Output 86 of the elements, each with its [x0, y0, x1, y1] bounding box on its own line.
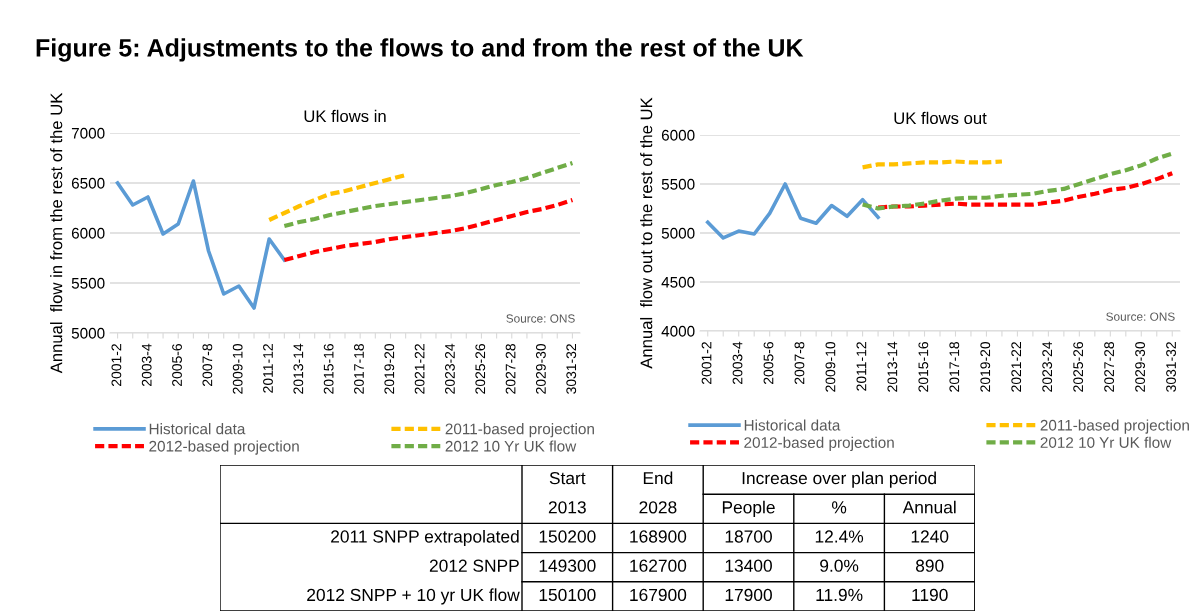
- text: 167900: [630, 588, 687, 602]
- text: 149300: [539, 559, 596, 572]
- text: 11.9%: [816, 588, 863, 602]
- x-tick-label: 2029-30: [1135, 341, 1146, 392]
- legend-label: Historical data: [744, 419, 841, 431]
- x-tick-label: 2001-2: [111, 344, 122, 386]
- x-tick-label: 2005-6: [172, 344, 182, 386]
- x-tick-label: 2011-12: [856, 342, 867, 391]
- category-label: Annual: [902, 500, 956, 514]
- category-label: End 2028: [639, 471, 677, 514]
- y-tick-label: 5000: [71, 327, 105, 339]
- y-tick-label: 4500: [661, 276, 695, 288]
- y-tick-label: 5000: [661, 227, 695, 239]
- text: 1190: [912, 588, 948, 602]
- caption: Figure 5: Adjustments to the flows to and from the rest of the UK: [36, 38, 804, 62]
- x-tick-label: 2017-18: [949, 342, 960, 392]
- x-tick-label: 2019-20: [384, 343, 395, 394]
- text: 18700: [725, 530, 772, 543]
- text: 12.4%: [815, 530, 864, 543]
- y-tick-label: 7000: [71, 127, 105, 139]
- category-label: 2011 SNPP extrapolated: [331, 529, 519, 547]
- x-tick-label: 2005-6: [763, 342, 774, 384]
- text: Increase over plan period: [742, 471, 936, 488]
- x-tick-label: 2021-22: [1011, 342, 1022, 392]
- y-tick-label: 5500: [661, 178, 695, 190]
- legend-label: 2012 10 Yr UK flow: [445, 440, 577, 452]
- x-tick-label: 2025-26: [475, 344, 486, 394]
- text: 168900: [630, 530, 687, 543]
- text: 890: [915, 559, 944, 572]
- line-series: [282, 160, 575, 229]
- legend-label: 2011-based projection: [1040, 419, 1189, 434]
- y-tick-label: 6000: [71, 227, 105, 239]
- x-tick-label: 2029-30: [535, 343, 546, 394]
- x-tick-label: 2007-8: [794, 342, 805, 384]
- y-axis-title: Annual flow in from the rest of the UK: [50, 92, 63, 374]
- chart-title: UK flows out: [894, 111, 987, 125]
- category-label: 2012 SNPP: [429, 559, 519, 572]
- x-tick-label: 3031-32: [1166, 342, 1176, 392]
- legend-label: Historical data: [149, 423, 246, 435]
- line-series: [875, 171, 1175, 210]
- x-tick-label: 2001-2: [701, 342, 712, 384]
- y-tick-label: 5500: [71, 277, 105, 289]
- x-tick-label: 2009-10: [232, 343, 243, 394]
- category-label: Start 2013: [548, 471, 586, 514]
- text: 150200: [539, 530, 596, 543]
- y-tick-label: 6500: [71, 177, 105, 189]
- x-tick-label: 2017-18: [354, 344, 364, 394]
- x-tick-label: 2019-20: [980, 341, 991, 392]
- x-tick-label: 2013-14: [293, 343, 304, 394]
- text: 13400: [725, 559, 772, 572]
- x-tick-label: 2025-26: [1073, 342, 1084, 392]
- x-tick-label: 2027-28: [1104, 342, 1115, 392]
- legend-label: 2012 10 Yr UK flow: [1040, 436, 1172, 448]
- category-label: 2012 SNPP + 10 yr UK flow: [307, 588, 520, 605]
- text: 17900: [725, 588, 772, 602]
- x-tick-label: 2015-16: [323, 344, 334, 394]
- y-axis-title: Annual flow out to the rest of the UK: [640, 97, 653, 369]
- legend-label: 2011-based projection: [445, 423, 594, 438]
- annotation: Source: ONS: [506, 314, 575, 323]
- text: 162700: [630, 559, 687, 572]
- x-tick-label: 2011-12: [263, 344, 273, 393]
- category-label: %: [832, 501, 847, 514]
- x-tick-label: 2027-28: [505, 344, 516, 394]
- y-tick-label: 4000: [661, 325, 695, 337]
- x-tick-label: 2023-24: [445, 343, 455, 394]
- chart-title: UK flows in: [304, 109, 386, 123]
- category-label: People: [722, 500, 775, 517]
- text: 1240: [911, 530, 949, 543]
- x-tick-label: 2003-4: [732, 341, 743, 384]
- x-tick-label: 2009-10: [825, 341, 836, 392]
- line-series: [115, 179, 287, 310]
- annotation: Source: ONS: [1106, 312, 1175, 321]
- x-tick-label: 3031-32: [566, 344, 577, 394]
- x-tick-label: 2003-4: [141, 343, 152, 386]
- text: 150100: [539, 588, 596, 602]
- x-tick-label: 2015-16: [918, 342, 929, 392]
- y-tick-label: 6000: [661, 129, 695, 141]
- x-tick-label: 2021-22: [414, 344, 425, 394]
- x-tick-label: 2007-8: [202, 344, 213, 386]
- text: 9.0%: [820, 559, 859, 572]
- legend-label: 2012-based projection: [149, 440, 299, 455]
- legend-label: 2012-based projection: [744, 436, 894, 451]
- x-tick-label: 2013-14: [887, 341, 898, 392]
- line-series: [282, 197, 575, 263]
- line-series: [705, 182, 880, 240]
- x-tick-label: 2023-24: [1042, 341, 1053, 392]
